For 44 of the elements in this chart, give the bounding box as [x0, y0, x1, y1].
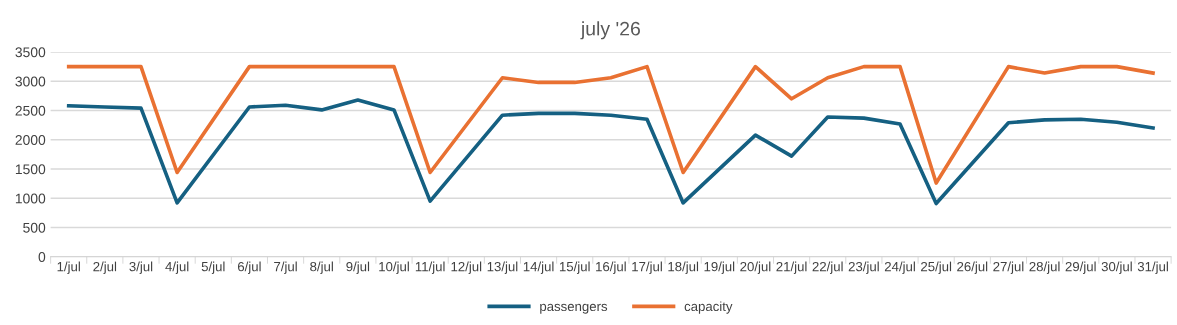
y-tick-label: 3000: [15, 76, 46, 87]
x-tick-label: 23/jul: [848, 261, 879, 274]
x-tick-label: 31/jul: [1137, 261, 1168, 274]
x-tick-label: 1/jul: [57, 261, 80, 274]
x-tick-label: 27/jul: [993, 261, 1024, 274]
x-tick-label: 24/jul: [884, 261, 915, 274]
x-tick-label: 13/jul: [487, 261, 518, 274]
x-tick-label: 14/jul: [523, 261, 554, 274]
line-series: [66, 98, 1155, 206]
x-tick-label: 8/jul: [310, 261, 333, 274]
legend-label: capacity: [684, 301, 733, 314]
x-tick-label: 29/jul: [1065, 261, 1096, 274]
x-tick-label: 16/jul: [596, 261, 626, 274]
x-tick-label: 28/jul: [1029, 261, 1060, 274]
x-tick-label: 7/jul: [274, 261, 297, 274]
x-tick-label: 18/jul: [668, 261, 699, 274]
y-tick-label: 0: [38, 252, 46, 262]
y-tick-label: 1000: [15, 193, 46, 204]
x-tick-label: 19/jul: [704, 261, 735, 274]
x-tick-label: 21/jul: [776, 261, 807, 274]
x-tick-label: 15/jul: [559, 261, 590, 274]
x-tick-label: 2/jul: [93, 261, 117, 274]
x-tick-label: 22/jul: [812, 261, 843, 274]
y-tick-label: 2500: [15, 105, 46, 116]
line-series: [66, 64, 1155, 185]
x-tick-label: 11/jul: [415, 261, 445, 274]
x-tick-label: 12/jul: [451, 261, 482, 274]
x-tick-label: 3/jul: [129, 261, 153, 274]
x-tick-label: 17/jul: [632, 261, 662, 274]
x-tick-label: 6/jul: [237, 261, 261, 274]
x-tick-label: 25/jul: [921, 261, 952, 274]
x-tick-label: 26/jul: [957, 261, 988, 274]
y-tick-label: 500: [23, 222, 46, 233]
x-tick-label: 20/jul: [740, 261, 771, 274]
x-tick-label: 9/jul: [346, 261, 370, 274]
legend-label: passengers: [540, 303, 608, 314]
y-tick-label: 3500: [15, 47, 46, 58]
chart-title: july '26: [580, 21, 640, 40]
x-tick-label: 10/jul: [379, 261, 409, 274]
y-tick-label: 2000: [15, 135, 46, 145]
x-tick-label: 4/jul: [165, 261, 189, 274]
y-tick-label: 1500: [15, 164, 46, 175]
x-tick-label: 5/jul: [201, 261, 225, 274]
x-tick-label: 30/jul: [1101, 261, 1132, 274]
